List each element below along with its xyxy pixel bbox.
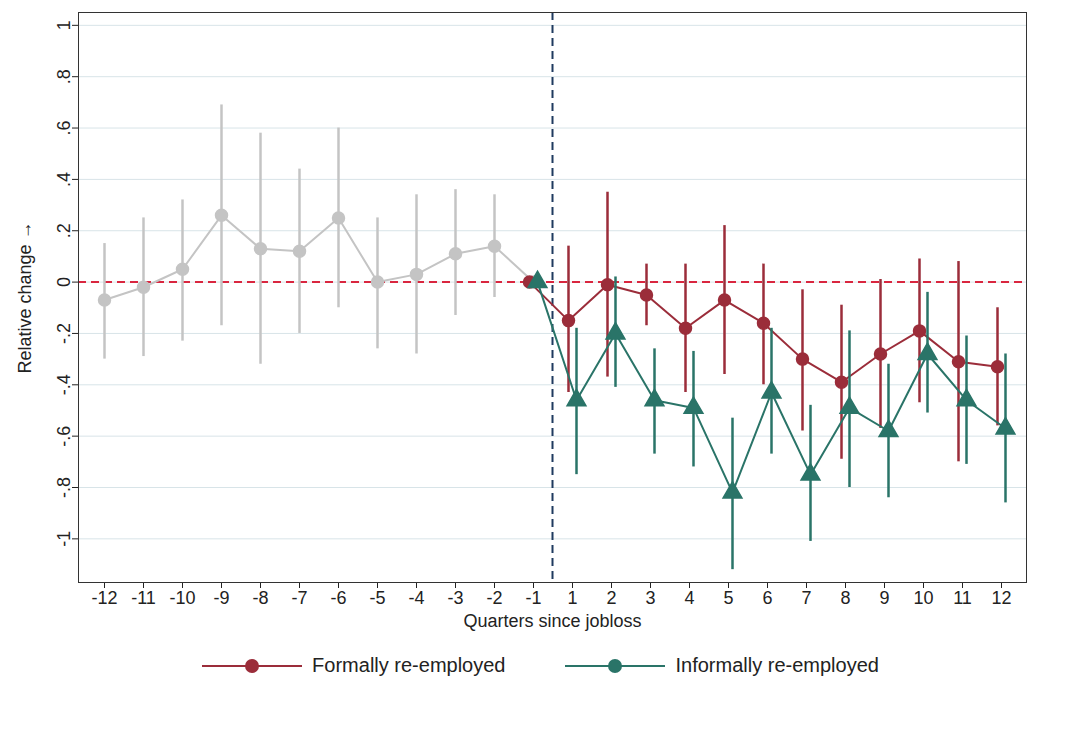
svg-text:5: 5 bbox=[723, 588, 733, 608]
svg-text:-4: -4 bbox=[408, 588, 424, 608]
svg-text:9: 9 bbox=[879, 588, 889, 608]
svg-text:3: 3 bbox=[645, 588, 655, 608]
svg-text:1: 1 bbox=[54, 20, 74, 30]
svg-text:-8: -8 bbox=[252, 588, 268, 608]
svg-text:.2: .2 bbox=[54, 223, 74, 238]
svg-text:-1: -1 bbox=[525, 588, 541, 608]
svg-text:-5: -5 bbox=[369, 588, 385, 608]
svg-text:8: 8 bbox=[840, 588, 850, 608]
svg-text:0: 0 bbox=[54, 277, 74, 287]
svg-text:-.6: -.6 bbox=[54, 426, 74, 447]
svg-text:11: 11 bbox=[953, 588, 972, 608]
svg-text:-2: -2 bbox=[486, 588, 502, 608]
html-text:Formally re-employed: Formally re-employed bbox=[312, 654, 506, 676]
svg-text:.8: .8 bbox=[54, 69, 74, 84]
svg-text:-.4: -.4 bbox=[54, 374, 74, 395]
svg-text:-.2: -.2 bbox=[54, 323, 74, 344]
svg-text:-9: -9 bbox=[213, 588, 229, 608]
svg-text:-.8: -.8 bbox=[54, 477, 74, 498]
svg-text:12: 12 bbox=[991, 588, 1011, 608]
svg-text:Quarters since jobloss: Quarters since jobloss bbox=[463, 611, 641, 631]
svg-text:-12: -12 bbox=[91, 588, 117, 608]
svg-text:1: 1 bbox=[567, 588, 577, 608]
svg-text:-7: -7 bbox=[291, 588, 307, 608]
svg-text:6: 6 bbox=[762, 588, 772, 608]
svg-text:-6: -6 bbox=[330, 588, 346, 608]
svg-text:4: 4 bbox=[684, 588, 694, 608]
svg-text:-10: -10 bbox=[169, 588, 195, 608]
svg-text:-11: -11 bbox=[131, 588, 156, 608]
svg-text:2: 2 bbox=[606, 588, 616, 608]
svg-text:7: 7 bbox=[801, 588, 811, 608]
svg-text:10: 10 bbox=[913, 588, 933, 608]
svg-text:.4: .4 bbox=[54, 172, 74, 187]
svg-text:-3: -3 bbox=[447, 588, 463, 608]
svg-text:Relative change →: Relative change → bbox=[15, 221, 35, 373]
html-text:Informally re-employed: Informally re-employed bbox=[675, 654, 879, 676]
svg-text:.6: .6 bbox=[54, 121, 74, 136]
svg-text:-1: -1 bbox=[54, 531, 74, 547]
